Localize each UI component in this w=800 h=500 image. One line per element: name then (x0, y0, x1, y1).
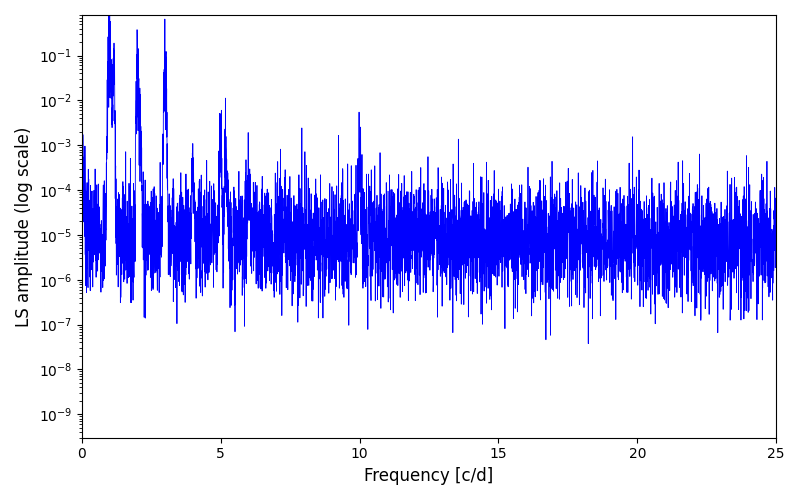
Y-axis label: LS amplitude (log scale): LS amplitude (log scale) (15, 126, 33, 326)
X-axis label: Frequency [c/d]: Frequency [c/d] (364, 467, 494, 485)
